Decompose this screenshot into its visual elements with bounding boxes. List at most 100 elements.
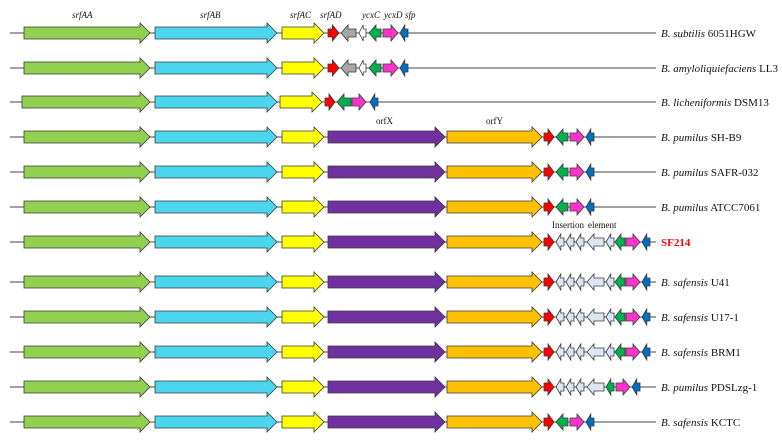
ycxc-gene [555,197,569,217]
sfp-gene [399,58,409,78]
orfy-gene [446,231,543,253]
strain-row-3: B. licheniformis DSM13 [10,91,769,113]
strain-label: B. pumilus ATCC7061 [661,202,760,214]
strain-id: SH-B9 [708,132,742,144]
srfab-gene [154,376,278,398]
ycxc-gene [555,127,569,147]
ycxd-gene [569,162,585,182]
strain-id: SAFR-032 [708,167,758,179]
insertion-gene-gene [586,377,605,397]
srfab-gene [154,341,278,363]
srfab-label: srfAB [200,10,221,20]
srfaa-gene [23,196,151,218]
srfad-gene [543,272,555,292]
strain-label: B. safensis BRM1 [661,347,741,359]
sfp-gene [399,23,409,43]
ycxd-gene [625,232,641,252]
srfaa-gene [23,376,151,398]
sfp-gene [585,127,595,147]
strain-label: B. pumilus SH-B9 [661,132,742,144]
srfac-gene [281,161,325,183]
srfac-gene [281,57,325,79]
insertion-gene-gene [555,342,565,362]
sfp-gene [641,342,651,362]
srfad-gene [543,307,555,327]
srfad-gene [543,127,555,147]
strain-id: LL3 [756,63,778,75]
srfad-gene [543,162,555,182]
ycxd-gene [382,58,399,78]
ycxa-gene [340,23,357,43]
insertion-gene-gene [605,307,615,327]
sfp-gene [631,377,641,397]
srfac-gene [279,91,323,113]
strain-row-2: B. amyloliquiefaciens LL3 [10,57,779,79]
ycxa-gene [340,58,357,78]
ycxc-gene [614,307,626,327]
strain-row-12: B. safensis KCTC [10,411,740,433]
insertion-gene-gene [586,272,605,292]
ycxc-gene [555,412,569,432]
srfab-gene [154,306,278,328]
sfp-label: sfp [405,10,416,20]
element-label: element [588,220,617,230]
ycxd-gene [569,197,585,217]
orfx-gene [327,376,446,398]
orfy-gene [446,126,543,148]
orfx-gene [327,231,446,253]
srfab-gene [154,91,278,113]
srfac-gene [281,22,325,44]
insertion-gene-gene [575,377,585,397]
species-name: B. safensis [661,277,708,289]
insertion-gene-gene [586,342,605,362]
orfx-label: orfX [376,116,393,126]
ycxb-gene [358,24,367,42]
strain-label: B. safensis U17-1 [661,312,739,324]
strain-row-11: B. pumilus PDSLzg-1 [10,376,757,398]
orfy-gene [446,306,543,328]
insertion-gene-gene [605,342,615,362]
strain-row-10: B. safensis BRM1 [10,341,741,363]
srfad-gene [327,23,340,43]
strain-row-9: B. safensis U17-1 [10,306,739,328]
srfaa-gene [21,91,151,113]
ycxc-gene [336,92,352,112]
orfy-gene [446,196,543,218]
species-name: B. safensis [661,312,708,324]
orfy-gene [446,376,543,398]
srfac-label: srfAC [290,10,312,20]
srfaa-gene [23,271,151,293]
insertion-gene-gene [575,342,585,362]
ycxd-gene [615,377,631,397]
srfac-gene [281,231,325,253]
orfy-gene [446,161,543,183]
strain-row-5: B. pumilus SAFR-032 [10,161,759,183]
strain-label: B. safensis KCTC [661,417,740,429]
ycxc-gene [555,162,569,182]
strain-id: U17-1 [708,312,739,324]
strain-row-1: B. subtilis 6051HGW [10,22,757,44]
ycxb-gene [358,59,367,77]
strain-label: B. pumilus SAFR-032 [661,167,759,179]
orfx-gene [327,196,446,218]
ycxc-gene [605,377,615,397]
insertion-label: Insertion [552,220,584,230]
sfp-gene [641,232,651,252]
strain-label: B. safensis U41 [661,277,730,289]
srfab-gene [154,231,278,253]
orfy-label: orfY [486,116,503,126]
orfx-gene [327,126,446,148]
ycxd-gene [625,307,641,327]
ycxc-gene [614,272,626,292]
species-name: B. safensis [661,347,708,359]
ycxc-label: ycxC [361,10,381,20]
strain-row-6: B. pumilus ATCC7061 [10,196,760,218]
srfac-gene [281,411,325,433]
srfaa-gene [23,126,151,148]
ycxd-gene [382,23,399,43]
insertion-gene-gene [555,232,565,252]
srfab-gene [154,161,278,183]
strain-label: B. pumilus PDSLzg-1 [661,382,757,394]
